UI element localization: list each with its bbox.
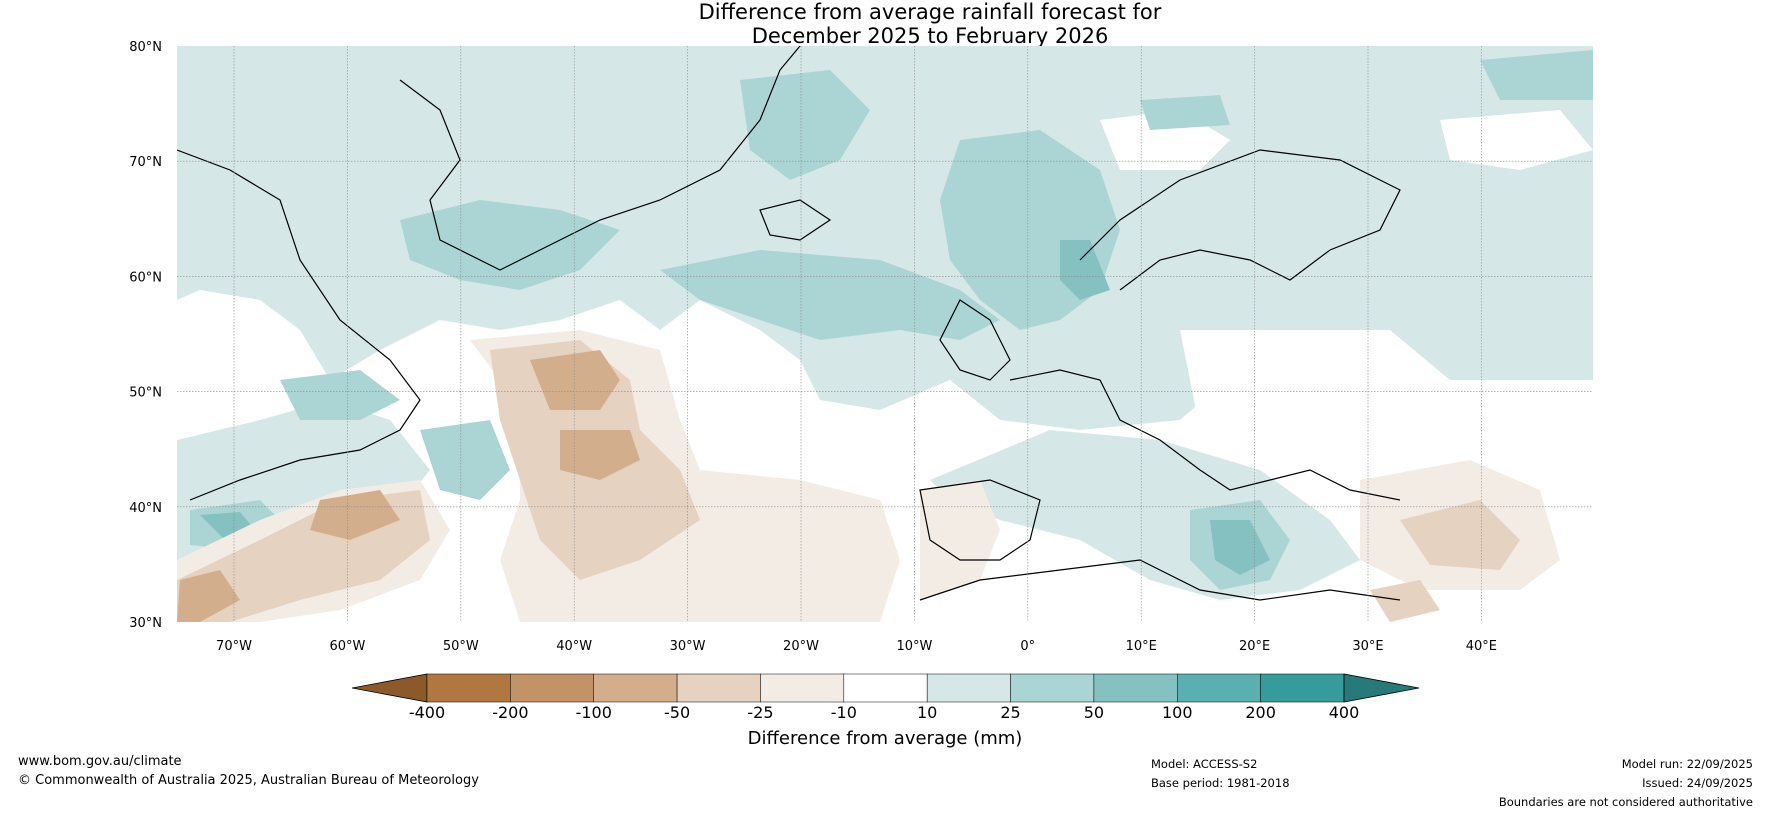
colorbar-segment (1093, 673, 1178, 703)
greenland-coast (399, 46, 801, 271)
latitude-labels: 80°N 70°N 60°N 50°N 40°N 30°N (129, 40, 162, 631)
colorbar-tick-label: 50 (1084, 703, 1104, 722)
longitude-labels: 70°W 60°W 50°W 40°W 30°W 20°W 10°W 0° 10°E 20°E 30… (216, 639, 1497, 654)
coastlines (177, 46, 1401, 601)
disclaimer-text: Boundaries are not considered authoritat… (1498, 795, 1753, 809)
white-gap-central-europe (1180, 330, 1390, 440)
title-line-1: Difference from average rainfall forecas… (698, 0, 1162, 24)
north-america-coast (177, 149, 421, 501)
iberia-coast (919, 479, 1041, 561)
model-run-text: Model run: 22/09/2025 (1621, 757, 1753, 771)
colorbar-segment (843, 673, 928, 703)
colorbar-title: Difference from average (mm) (747, 728, 1023, 749)
copyright-text: © Commonwealth of Australia 2025, Austra… (18, 773, 479, 788)
europe-coast (1009, 369, 1401, 501)
colorbar-segment (1260, 673, 1345, 703)
anomaly-shading (177, 46, 1593, 622)
longitude-label: 40°W (556, 639, 592, 654)
colorbar-tick-label: 10 (917, 703, 937, 722)
teal-east-greenland (740, 70, 870, 180)
teal-arctic-mid (1140, 95, 1230, 130)
white-gap-labrador (177, 300, 290, 390)
colorbar-segment (1177, 673, 1261, 703)
teal-arctic-east (1480, 50, 1593, 100)
map-title: Difference from average rainfall forecas… (0, 0, 1770, 48)
colorbar-segment (1010, 673, 1095, 703)
white-gap-kara (1440, 110, 1593, 170)
brown-dark-2 (560, 430, 640, 480)
colorbar-tick-label: -400 (409, 703, 445, 722)
light-brown-iberia (920, 480, 1000, 600)
brown-turkey (1400, 500, 1520, 570)
graticule (177, 46, 1593, 622)
latitude-label: 70°N (129, 155, 162, 170)
teal-dark-norway (1060, 240, 1110, 300)
longitude-label: 0° (1020, 639, 1035, 654)
latitude-label: 50°N (129, 386, 162, 401)
colorbar-extend-high (1343, 673, 1420, 703)
north-africa-coast (919, 559, 1401, 601)
latitude-label: 30°N (129, 616, 162, 631)
teal-south-greenland (400, 200, 620, 290)
colorbar-segment (760, 673, 845, 703)
brown-dark-1 (530, 350, 620, 410)
brown-dark-3 (310, 490, 400, 540)
brown-dark-4 (177, 570, 240, 622)
title-line-2: December 2025 to February 2026 (751, 24, 1109, 48)
colorbar-tick-label: 200 (1245, 703, 1276, 722)
website-link[interactable]: www.bom.gov.au/climate (18, 754, 182, 769)
latitude-label: 80°N (129, 40, 162, 55)
base-period-text: Base period: 1981-2018 (1151, 776, 1290, 790)
colorbar-tick-label: -200 (492, 703, 528, 722)
longitude-label: 10°E (1126, 639, 1157, 654)
colorbar-tick-label: -25 (747, 703, 773, 722)
issued-text: Issued: 24/09/2025 (1642, 776, 1753, 790)
colorbar-tick-label: 400 (1329, 703, 1360, 722)
colorbar-segment (426, 673, 511, 703)
colorbar-segment (926, 673, 1011, 703)
teal-newfoundland (280, 370, 400, 420)
colorbar-extend-low (351, 673, 428, 703)
longitude-label: 30°W (670, 639, 706, 654)
brown-levant (1370, 580, 1440, 622)
colorbar-tick-label: -50 (664, 703, 690, 722)
colorbar-tick-label: 100 (1162, 703, 1193, 722)
colorbar-tick-label: -100 (576, 703, 612, 722)
longitude-label: 50°W (443, 639, 479, 654)
teal-north-atlantic (660, 250, 1000, 340)
white-gap-mid-atlantic (680, 330, 800, 430)
latitude-label: 60°N (129, 270, 162, 285)
latitude-label: 40°N (129, 501, 162, 516)
colorbar-tick-label: -10 (831, 703, 857, 722)
scandinavia-coast (1079, 149, 1401, 291)
colorbar-segment (593, 673, 678, 703)
longitude-label: 60°W (329, 639, 365, 654)
britain-coast (939, 299, 1011, 381)
longitude-label: 20°E (1239, 639, 1270, 654)
map-area (177, 46, 1593, 622)
colorbar-segment (510, 673, 594, 703)
longitude-label: 10°W (896, 639, 932, 654)
longitude-label: 40°E (1466, 639, 1497, 654)
longitude-label: 30°E (1352, 639, 1383, 654)
teal-grand-banks (420, 420, 510, 500)
model-text: Model: ACCESS-S2 (1151, 757, 1258, 771)
iceland-coast (759, 199, 832, 241)
colorbar-tick-label: 25 (1000, 703, 1020, 722)
colorbar: -400 -200 -100 -50 -25 -10 10 25 50 100 200 400 (351, 673, 1420, 722)
longitude-label: 70°W (216, 639, 252, 654)
colorbar-segment (676, 673, 761, 703)
longitude-label: 20°W (783, 639, 819, 654)
teal-dark-ionian (1210, 520, 1270, 575)
